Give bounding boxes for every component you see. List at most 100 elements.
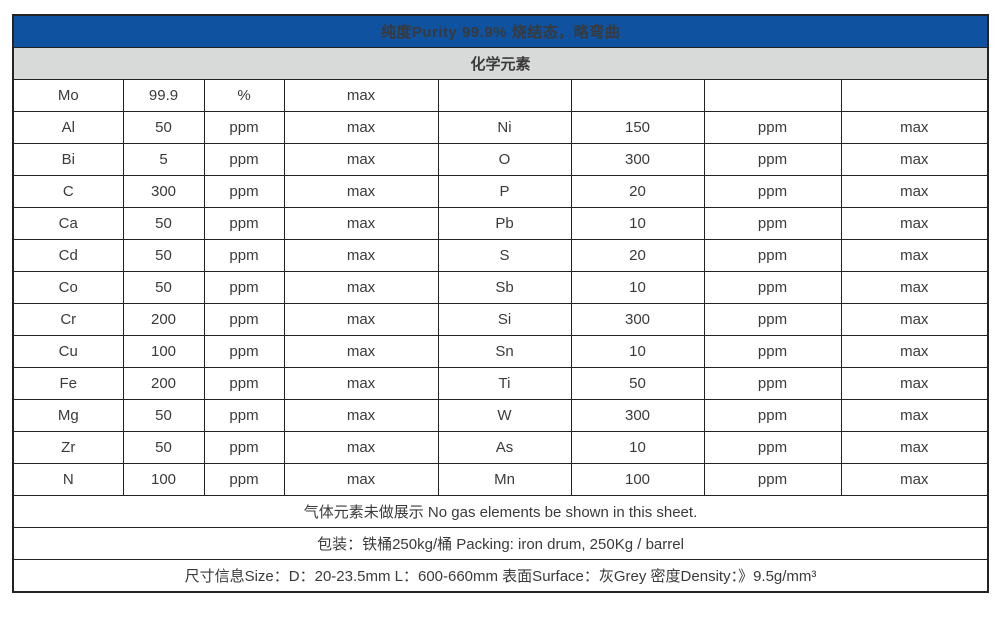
cell-limit-left: max	[283, 143, 439, 176]
cell-element-right: Sb	[437, 271, 572, 304]
cell-unit-right: ppm	[703, 431, 842, 464]
cell-limit-left: max	[283, 207, 439, 240]
cell-unit-right: ppm	[703, 303, 842, 336]
cell-limit-right: max	[840, 399, 989, 432]
size-surface-density-info: 尺寸信息Size：D：20-23.5mm L：600-660mm 表面Surfa…	[12, 559, 989, 593]
cell-limit-left: max	[283, 367, 439, 400]
cell-limit-right	[840, 79, 989, 112]
cell-value-right: 150	[570, 111, 705, 144]
cell-limit-right: max	[840, 303, 989, 336]
cell-unit-left: ppm	[203, 239, 285, 272]
subheader-row: 化学元素	[12, 47, 989, 80]
cell-element-left: Cr	[12, 303, 124, 336]
cell-limit-left: max	[283, 271, 439, 304]
cell-element-left: Ca	[12, 207, 124, 240]
table-row: Zr 50 ppm max As 10 ppm max	[12, 431, 989, 464]
cell-value-right	[570, 79, 705, 112]
cell-unit-right: ppm	[703, 399, 842, 432]
cell-value-right: 20	[570, 239, 705, 272]
table-row: N 100 ppm max Mn 100 ppm max	[12, 463, 989, 496]
table-row: C 300 ppm max P 20 ppm max	[12, 175, 989, 208]
cell-unit-left: ppm	[203, 335, 285, 368]
table-row: Bi 5 ppm max O 300 ppm max	[12, 143, 989, 176]
cell-limit-right: max	[840, 207, 989, 240]
cell-unit-left: ppm	[203, 463, 285, 496]
cell-limit-right: max	[840, 271, 989, 304]
cell-element-left: Cu	[12, 335, 124, 368]
cell-limit-right: max	[840, 335, 989, 368]
cell-value-left: 50	[122, 431, 205, 464]
cell-value-right: 100	[570, 463, 705, 496]
cell-element-right: O	[437, 143, 572, 176]
cell-limit-right: max	[840, 463, 989, 496]
table-row: Co 50 ppm max Sb 10 ppm max	[12, 271, 989, 304]
chemical-elements-table: 纯度Purity 99.9% 烧结态，略弯曲 化学元素 Mo 99.9 % ma…	[12, 14, 990, 593]
cell-element-left: C	[12, 175, 124, 208]
cell-element-right	[437, 79, 572, 112]
table-row: Cu 100 ppm max Sn 10 ppm max	[12, 335, 989, 368]
cell-unit-right: ppm	[703, 111, 842, 144]
title-row: 纯度Purity 99.9% 烧结态，略弯曲	[12, 14, 989, 48]
cell-element-left: Cd	[12, 239, 124, 272]
cell-unit-right: ppm	[703, 239, 842, 272]
footer-row-packing: 包装：铁桶250kg/桶 Packing: iron drum, 250Kg /…	[12, 527, 989, 560]
cell-limit-left: max	[283, 431, 439, 464]
table-row: Mo 99.9 % max	[12, 79, 989, 112]
cell-unit-right: ppm	[703, 271, 842, 304]
footer-row-size: 尺寸信息Size：D：20-23.5mm L：600-660mm 表面Surfa…	[12, 559, 989, 593]
cell-limit-left: max	[283, 399, 439, 432]
table-row: Cd 50 ppm max S 20 ppm max	[12, 239, 989, 272]
cell-value-left: 5	[122, 143, 205, 176]
cell-element-left: Bi	[12, 143, 124, 176]
cell-limit-left: max	[283, 239, 439, 272]
cell-unit-left: ppm	[203, 271, 285, 304]
cell-limit-left: max	[283, 303, 439, 336]
packing-info: 包装：铁桶250kg/桶 Packing: iron drum, 250Kg /…	[12, 527, 989, 560]
cell-element-left: Co	[12, 271, 124, 304]
cell-element-right: As	[437, 431, 572, 464]
cell-limit-left: max	[283, 111, 439, 144]
table-row: Fe 200 ppm max Ti 50 ppm max	[12, 367, 989, 400]
cell-limit-left: max	[283, 79, 439, 112]
cell-element-left: Mo	[12, 79, 124, 112]
cell-limit-right: max	[840, 239, 989, 272]
cell-limit-right: max	[840, 175, 989, 208]
section-title-chemical-elements: 化学元素	[12, 47, 989, 80]
cell-unit-right	[703, 79, 842, 112]
cell-value-left: 99.9	[122, 79, 205, 112]
cell-limit-right: max	[840, 143, 989, 176]
cell-value-right: 10	[570, 431, 705, 464]
cell-value-right: 300	[570, 399, 705, 432]
cell-limit-right: max	[840, 431, 989, 464]
cell-unit-left: ppm	[203, 431, 285, 464]
cell-unit-left: ppm	[203, 399, 285, 432]
cell-value-right: 20	[570, 175, 705, 208]
cell-unit-left: ppm	[203, 367, 285, 400]
page-title: 纯度Purity 99.9% 烧结态，略弯曲	[12, 14, 989, 48]
cell-value-right: 10	[570, 335, 705, 368]
table-row: Mg 50 ppm max W 300 ppm max	[12, 399, 989, 432]
cell-element-right: Ti	[437, 367, 572, 400]
cell-value-left: 50	[122, 271, 205, 304]
cell-element-right: P	[437, 175, 572, 208]
cell-limit-right: max	[840, 111, 989, 144]
cell-value-left: 50	[122, 111, 205, 144]
cell-element-right: Si	[437, 303, 572, 336]
cell-element-left: Mg	[12, 399, 124, 432]
cell-element-right: S	[437, 239, 572, 272]
cell-unit-right: ppm	[703, 175, 842, 208]
cell-value-left: 200	[122, 303, 205, 336]
cell-limit-left: max	[283, 335, 439, 368]
cell-element-right: Pb	[437, 207, 572, 240]
cell-value-right: 300	[570, 303, 705, 336]
cell-element-right: Ni	[437, 111, 572, 144]
cell-element-right: Mn	[437, 463, 572, 496]
cell-unit-left: %	[203, 79, 285, 112]
table-row: Cr 200 ppm max Si 300 ppm max	[12, 303, 989, 336]
table-row: Ca 50 ppm max Pb 10 ppm max	[12, 207, 989, 240]
cell-element-left: Fe	[12, 367, 124, 400]
cell-value-left: 300	[122, 175, 205, 208]
cell-limit-left: max	[283, 175, 439, 208]
cell-value-left: 50	[122, 239, 205, 272]
cell-element-left: Al	[12, 111, 124, 144]
